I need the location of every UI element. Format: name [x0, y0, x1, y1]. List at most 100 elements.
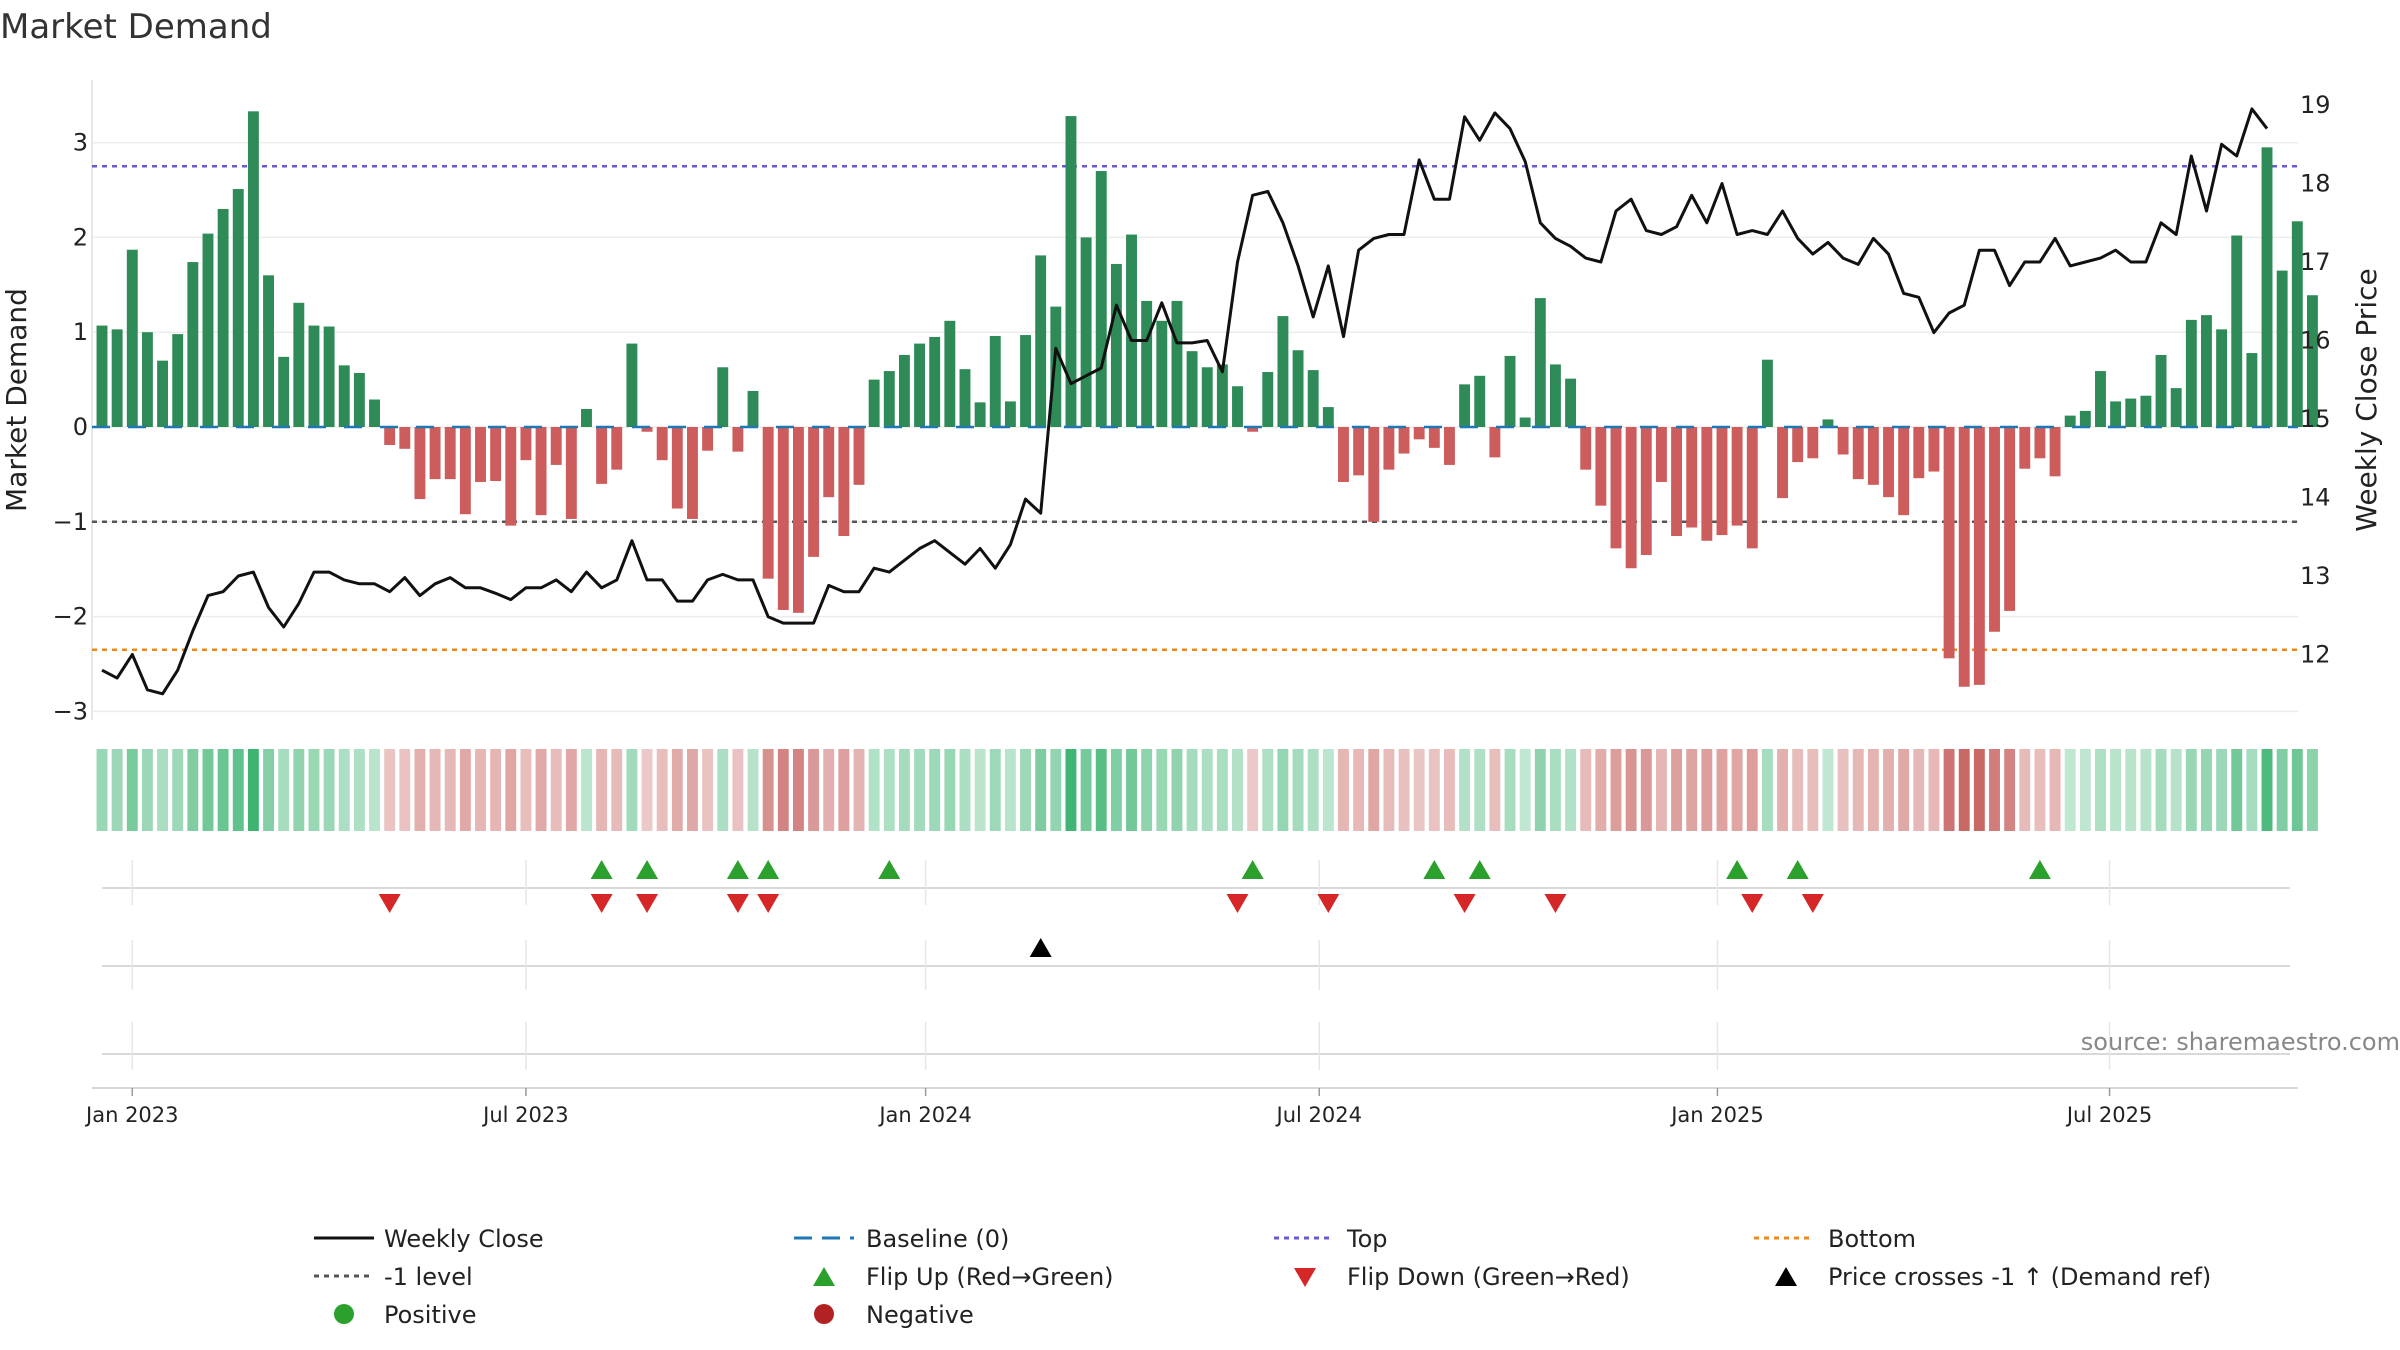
demand-bar — [1353, 427, 1365, 476]
demand-bar — [1413, 427, 1425, 440]
heat-cell — [1413, 749, 1425, 831]
heat-cell — [1534, 749, 1546, 831]
demand-bar — [1080, 237, 1092, 427]
heat-cell — [823, 749, 835, 831]
heat-cell — [2155, 749, 2167, 831]
heat-cell — [338, 749, 350, 831]
demand-bar — [2276, 270, 2288, 427]
y2-tick-label: 14 — [2300, 484, 2331, 512]
heat-cell — [1867, 749, 1879, 831]
demand-bar — [550, 427, 562, 465]
legend-flip-up-label: Flip Up (Red→Green) — [866, 1263, 1114, 1291]
heat-cell — [596, 749, 608, 831]
demand-bar — [641, 427, 653, 432]
demand-bar — [1504, 355, 1516, 427]
demand-bar — [414, 427, 426, 500]
demand-bar — [2246, 353, 2258, 427]
heat-cell — [1565, 749, 1577, 831]
heat-cell — [1201, 749, 1213, 831]
flip-up-marker — [1726, 860, 1749, 879]
demand-bar — [565, 427, 577, 519]
right-y-ticks: 19 18 17 16 15 14 13 12 — [2300, 91, 2331, 669]
heat-cell — [974, 749, 986, 831]
flip-up-marker — [1786, 860, 1809, 879]
demand-bar — [702, 427, 714, 451]
heat-cell — [1322, 749, 1334, 831]
heat-cell — [2049, 749, 2061, 831]
flip-up-marker — [590, 860, 613, 879]
heat-cell — [1262, 749, 1274, 831]
heat-cell — [1989, 749, 2000, 831]
flip-down-marker — [1801, 894, 1824, 913]
demand-bar — [2306, 295, 2318, 427]
heat-cell — [1928, 749, 1940, 831]
flip-up-marker — [636, 860, 659, 879]
heat-cell — [2231, 749, 2243, 831]
flip-down-marker — [1226, 894, 1249, 913]
heat-cell — [792, 749, 804, 831]
y-tick-label: 1 — [73, 318, 88, 346]
heat-cell — [1549, 749, 1561, 831]
heat-cell — [1625, 749, 1637, 831]
heat-cell — [1701, 749, 1713, 831]
demand-bar — [1943, 427, 1955, 659]
legend-top-label: Top — [1346, 1225, 1388, 1253]
demand-bar — [323, 326, 335, 427]
demand-bar — [2034, 427, 2046, 459]
demand-bar — [1489, 427, 1501, 458]
demand-bar — [1655, 427, 1667, 482]
heat-cell — [1368, 749, 1380, 831]
demand-bar — [2140, 395, 2152, 427]
demand-bar — [1777, 427, 1788, 499]
demand-bar — [838, 427, 850, 537]
legend-negative-icon — [814, 1304, 834, 1324]
heat-cell — [172, 749, 184, 831]
heat-cell — [490, 749, 502, 831]
demand-bar — [1958, 427, 1970, 687]
demand-bar — [581, 408, 592, 427]
demand-bar — [247, 111, 259, 427]
heat-cell — [929, 749, 941, 831]
heat-cell — [626, 749, 638, 831]
heat-cell — [762, 749, 774, 831]
source-note: source: sharemaestro.com — [2081, 1028, 2400, 1056]
x-tick-label: Jul 2023 — [481, 1103, 568, 1127]
heat-cell — [293, 749, 305, 831]
demand-bar — [974, 402, 986, 427]
heat-cell — [1973, 749, 1985, 831]
legend-positive-icon — [334, 1304, 354, 1324]
demand-bar — [111, 329, 123, 427]
demand-bar — [883, 371, 895, 427]
legend-flip-up-icon — [813, 1267, 835, 1286]
heat-cell — [989, 749, 1001, 831]
heat-cell — [641, 749, 653, 831]
heat-cell — [187, 749, 199, 831]
demand-bar — [172, 334, 184, 427]
demand-bar — [2079, 410, 2091, 427]
demand-bar — [1141, 300, 1153, 427]
demand-bar — [1610, 427, 1622, 549]
y2-tick-label: 16 — [2300, 327, 2331, 355]
demand-bar — [1474, 375, 1486, 427]
heat-cell — [247, 749, 259, 831]
demand-bars — [96, 111, 2318, 687]
heat-cell — [1398, 749, 1410, 831]
heat-cell — [323, 749, 335, 831]
heat-cell — [2201, 749, 2212, 831]
demand-bar — [611, 427, 623, 470]
demand-bar — [1898, 427, 1910, 516]
x-tick-label: Jul 2024 — [1275, 1103, 1362, 1127]
weekly-close-line — [101, 107, 2269, 696]
heat-cell — [202, 749, 214, 831]
heat-cell — [429, 749, 441, 831]
demand-bar — [792, 427, 804, 613]
heat-cell — [853, 749, 865, 831]
heat-cell — [369, 749, 380, 831]
demand-bar — [762, 427, 774, 579]
demand-bar — [626, 343, 638, 427]
heat-cell — [1489, 749, 1501, 831]
heat-cell — [1247, 749, 1259, 831]
heat-cell — [1232, 749, 1243, 831]
heat-cell — [2125, 749, 2137, 831]
demand-bar — [1549, 364, 1561, 427]
